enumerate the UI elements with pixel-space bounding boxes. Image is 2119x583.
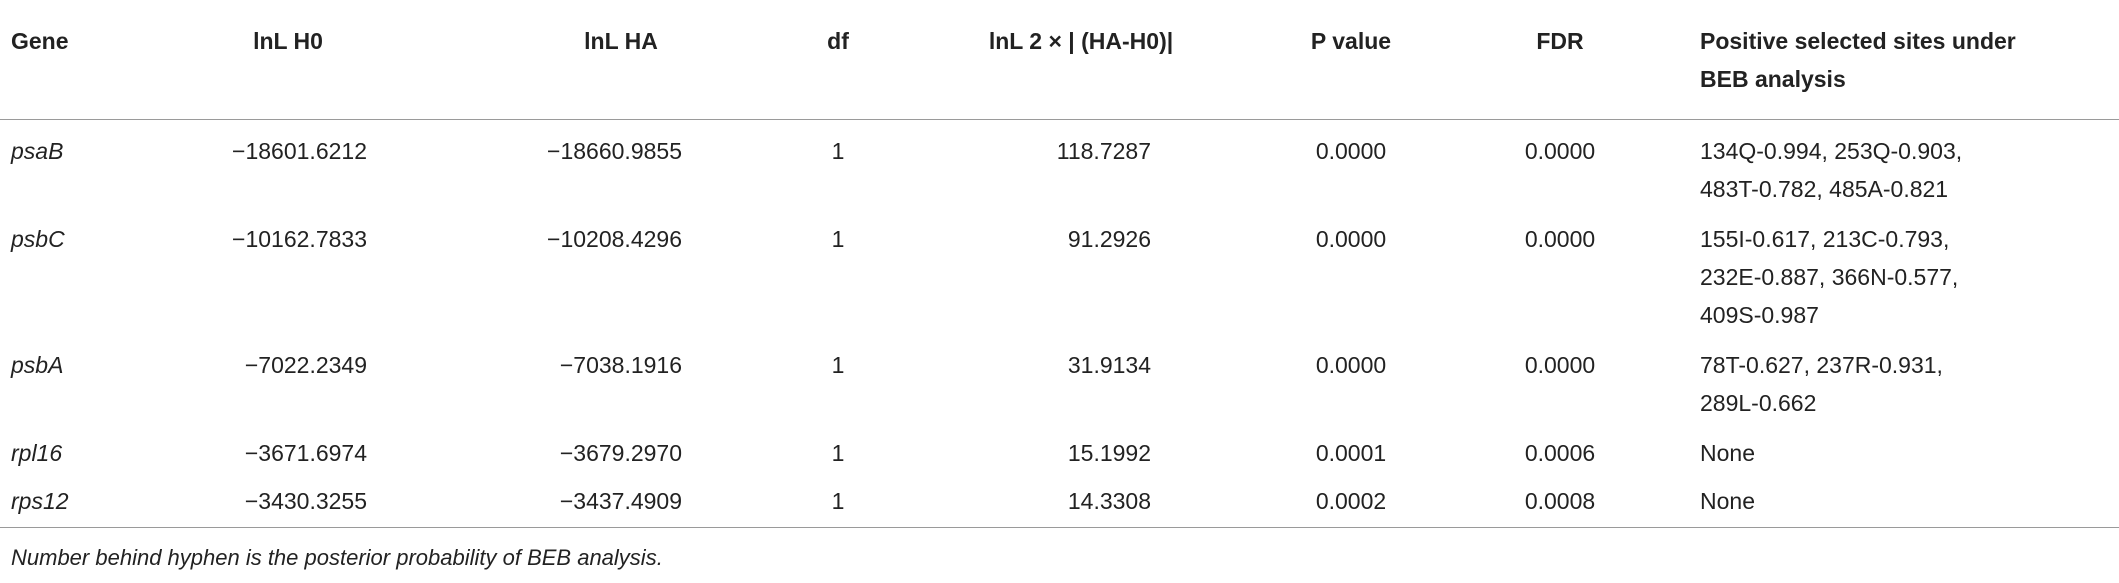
sites-line: 289L-0.662 — [1700, 390, 1817, 416]
table-cell: 14.3308 — [1067, 488, 1151, 514]
table-cell: −3437.4909 — [559, 488, 682, 514]
column-header: df — [827, 28, 849, 54]
column-header: Positive selected sites under BEB analys… — [1700, 28, 2016, 92]
column-header: Gene — [11, 28, 69, 54]
table-cell: 1 — [831, 352, 845, 378]
sites-line: 409S-0.987 — [1700, 302, 1819, 328]
gene-name: psbA — [11, 352, 64, 378]
table-cell: 1 — [831, 226, 845, 252]
table-cell: 1 — [831, 440, 845, 466]
table-cell: 1 — [831, 488, 845, 514]
table-cell: 0.0000 — [1315, 138, 1387, 164]
gene-name: psbC — [11, 226, 65, 252]
gene-name: rps12 — [11, 488, 69, 514]
table-cell: 0.0000 — [1524, 138, 1596, 164]
table-cell: 0.0001 — [1315, 440, 1387, 466]
table-cell: 0.0008 — [1524, 488, 1596, 514]
table-cell: 118.7287 — [1056, 138, 1151, 164]
header-rule — [0, 119, 2119, 120]
column-header: lnL HA — [584, 28, 658, 54]
table-cell: 0.0000 — [1524, 352, 1596, 378]
gene-name: psaB — [11, 138, 64, 164]
footnote: Number behind hyphen is the posterior pr… — [11, 545, 663, 570]
gene-name: rpl16 — [11, 440, 63, 466]
table-cell: 31.9134 — [1067, 352, 1151, 378]
table-cell: 0.0002 — [1315, 488, 1387, 514]
table-cell: −7038.1916 — [559, 352, 682, 378]
column-header: lnL H0 — [253, 28, 323, 54]
table-cell: −3671.6974 — [244, 440, 367, 466]
table-cell: −10208.4296 — [547, 226, 682, 252]
sites-line: 134Q-0.994, 253Q-0.903, — [1700, 138, 1963, 164]
sites-line: 232E-0.887, 366N-0.577, — [1700, 264, 1959, 290]
column-header: FDR — [1536, 28, 1584, 54]
column-header: lnL 2 × | (HA-H0)| — [988, 28, 1174, 54]
table-cell: −7022.2349 — [244, 352, 367, 378]
table-cell: 1 — [831, 138, 845, 164]
table-cell: 0.0000 — [1524, 226, 1596, 252]
table-cell: 0.0006 — [1524, 440, 1596, 466]
table-cell: −18601.6212 — [232, 138, 367, 164]
table-cell: −10162.7833 — [232, 226, 367, 252]
bottom-rule — [0, 527, 2119, 528]
table-cell: 91.2926 — [1067, 226, 1151, 252]
sites-line: 78T-0.627, 237R-0.931, — [1700, 352, 1943, 378]
table-cell: −3679.2970 — [559, 440, 682, 466]
sites-line: None — [1700, 440, 1755, 466]
table-cell: −18660.9855 — [547, 138, 682, 164]
sites-line: None — [1700, 488, 1755, 514]
sites-line: 155I-0.617, 213C-0.793, — [1700, 226, 1950, 252]
table-cell: 15.1992 — [1067, 440, 1151, 466]
table-cell: 0.0000 — [1315, 352, 1387, 378]
table-cell: −3430.3255 — [244, 488, 367, 514]
column-header: P value — [1310, 28, 1392, 54]
table-cell: 0.0000 — [1315, 226, 1387, 252]
sites-line: 483T-0.782, 485A-0.821 — [1700, 176, 1949, 202]
